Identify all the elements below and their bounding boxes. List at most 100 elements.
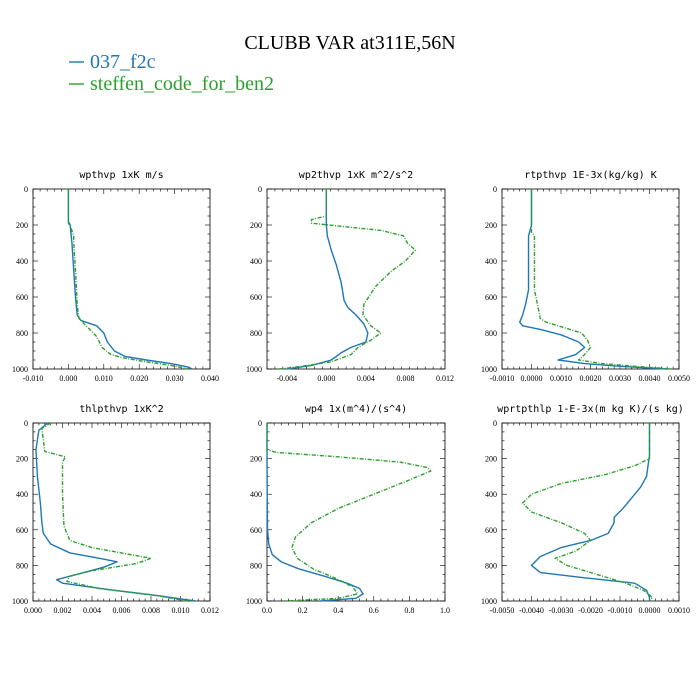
ytick-label-3-4: 800 — [16, 561, 28, 570]
panel-title-4: wp4 1x(m^4)/(s^4) — [305, 404, 407, 415]
xtick-label-5-0: -0.0050 — [490, 606, 515, 615]
xtick-label-3-0: 0.000 — [24, 606, 42, 615]
xtick-label-3-5: 0.010 — [172, 606, 190, 615]
ytick-label-1-2: 400 — [250, 257, 262, 266]
xtick-label-2-1: 0.0000 — [521, 374, 543, 383]
ytick-label-3-5: 1000 — [12, 597, 28, 606]
xtick-label-4-0: 0.0 — [262, 606, 272, 615]
xtick-label-4-3: 0.6 — [369, 606, 379, 615]
ytick-label-3-3: 600 — [16, 526, 28, 535]
xtick-label-3-6: 0.012 — [201, 606, 219, 615]
ytick-label-5-5: 1000 — [481, 597, 497, 606]
xtick-label-0-4: 0.030 — [166, 374, 184, 383]
series-line-1-1 — [278, 189, 417, 370]
xtick-label-0-5: 0.040 — [201, 374, 219, 383]
series-line-5-1 — [521, 423, 654, 602]
xtick-label-5-1: -0.0040 — [519, 606, 544, 615]
xtick-label-1-2: 0.004 — [357, 374, 375, 383]
xtick-label-4-1: 0.2 — [298, 606, 308, 615]
series-line-5-0 — [530, 423, 651, 601]
ytick-label-0-2: 400 — [16, 257, 28, 266]
series-line-3-1 — [41, 422, 188, 602]
xtick-label-3-3: 0.006 — [113, 606, 131, 615]
panel-title-2: rtpthvp 1E-3x(kg/kg) K — [524, 170, 656, 181]
ytick-label-3-0: 0 — [24, 419, 28, 428]
ytick-label-2-3: 600 — [485, 293, 497, 302]
ytick-label-1-1: 200 — [250, 221, 262, 230]
xtick-label-0-2: 0.010 — [95, 374, 113, 383]
xtick-label-3-2: 0.004 — [83, 606, 101, 615]
panel-2: rtpthvp 1E-3x(kg/kg) K 0 200 400 600 800 1000-… — [481, 170, 690, 383]
plot-frame-4 — [266, 422, 446, 602]
panel-1: wp2thvp 1xK m^2/s^2 0 200 400 600 800 1000 -0.0… — [246, 170, 454, 383]
ytick-label-1-5: 1000 — [246, 365, 262, 374]
xtick-label-4-5: 1.0 — [440, 606, 450, 615]
xtick-label-2-6: 0.0050 — [668, 374, 690, 383]
series-line-1-0 — [286, 189, 369, 370]
series-line-0-0 — [67, 189, 193, 370]
ytick-label-1-0: 0 — [258, 185, 262, 194]
xtick-label-0-1: 0.000 — [59, 374, 77, 383]
xtick-label-0-0: -0.010 — [23, 374, 44, 383]
xtick-label-2-0: -0.0010 — [490, 374, 515, 383]
xtick-label-2-5: 0.0040 — [639, 374, 661, 383]
ytick-label-0-1: 200 — [16, 221, 28, 230]
plot-frame-5 — [501, 422, 680, 602]
ytick-label-4-4: 800 — [250, 561, 262, 570]
xtick-label-3-4: 0.008 — [142, 606, 160, 615]
xtick-label-2-4: 0.0030 — [609, 374, 631, 383]
ytick-label-2-1: 200 — [485, 221, 497, 230]
series-line-3-0 — [35, 422, 196, 602]
xtick-label-1-0: -0.004 — [276, 374, 297, 383]
xtick-label-1-1: 0.000 — [317, 374, 335, 383]
xtick-label-2-3: 0.0020 — [580, 374, 602, 383]
xtick-label-5-4: -0.0010 — [608, 606, 633, 615]
ytick-label-5-3: 600 — [485, 526, 497, 535]
ytick-label-5-4: 800 — [485, 561, 497, 570]
xtick-label-4-2: 0.4 — [333, 606, 343, 615]
ytick-label-2-0: 0 — [493, 185, 497, 194]
ytick-label-4-5: 1000 — [246, 597, 262, 606]
plot-frame-1 — [266, 188, 446, 370]
panel-5: wprtpthlp 1-E-3x(m kg K)/(s kg)0 200 400 60… — [481, 404, 690, 615]
panel-title-1: wp2thvp 1xK m^2/s^2 — [299, 170, 413, 181]
panel-0: wpthvp 1xK m/s 0 200 400 600 800 1000-0.010 0.0… — [12, 170, 219, 383]
series-line-4-1 — [266, 423, 432, 602]
figure-title: CLUBB VAR at311E,56N — [244, 32, 455, 54]
ytick-label-2-2: 400 — [485, 257, 497, 266]
series-line-2-0 — [519, 189, 668, 370]
series-line-0-1 — [67, 189, 189, 370]
ytick-label-0-3: 600 — [16, 293, 28, 302]
plot-frame-0 — [32, 188, 211, 370]
series-line-4-0 — [266, 423, 364, 602]
ytick-label-3-1: 200 — [16, 455, 28, 464]
xtick-label-2-2: 0.0010 — [550, 374, 572, 383]
ytick-label-5-1: 200 — [485, 455, 497, 464]
ytick-label-1-3: 600 — [250, 293, 262, 302]
xtick-label-3-1: 0.002 — [54, 606, 72, 615]
ytick-label-0-4: 800 — [16, 329, 28, 338]
legend-label-1: steffen_code_for_ben2 — [90, 73, 274, 95]
xtick-label-1-3: 0.008 — [396, 374, 414, 383]
xtick-label-5-2: -0.0030 — [549, 606, 574, 615]
plot-frame-3 — [32, 422, 211, 602]
ytick-label-3-2: 400 — [16, 490, 28, 499]
ytick-label-1-4: 800 — [250, 329, 262, 338]
ytick-label-0-0: 0 — [24, 185, 28, 194]
ytick-label-2-5: 1000 — [481, 365, 497, 374]
panel-title-3: thlpthvp 1xK^2 — [79, 404, 163, 415]
series-line-2-1 — [530, 189, 674, 370]
legend-label-0: 037_f2c — [90, 51, 156, 73]
ytick-label-4-0: 0 — [258, 419, 262, 428]
xtick-label-5-3: -0.0020 — [578, 606, 603, 615]
xtick-label-0-3: 0.020 — [130, 374, 148, 383]
panels: wpthvp 1xK m/s 0 200 400 600 800 1000 -0.010 0.0… — [12, 170, 690, 615]
ytick-label-4-1: 200 — [250, 455, 262, 464]
panel-title-0: wpthvp 1xK m/s — [79, 170, 163, 181]
ytick-label-5-2: 400 — [485, 490, 497, 499]
xtick-label-5-5: 0.0000 — [639, 606, 661, 615]
